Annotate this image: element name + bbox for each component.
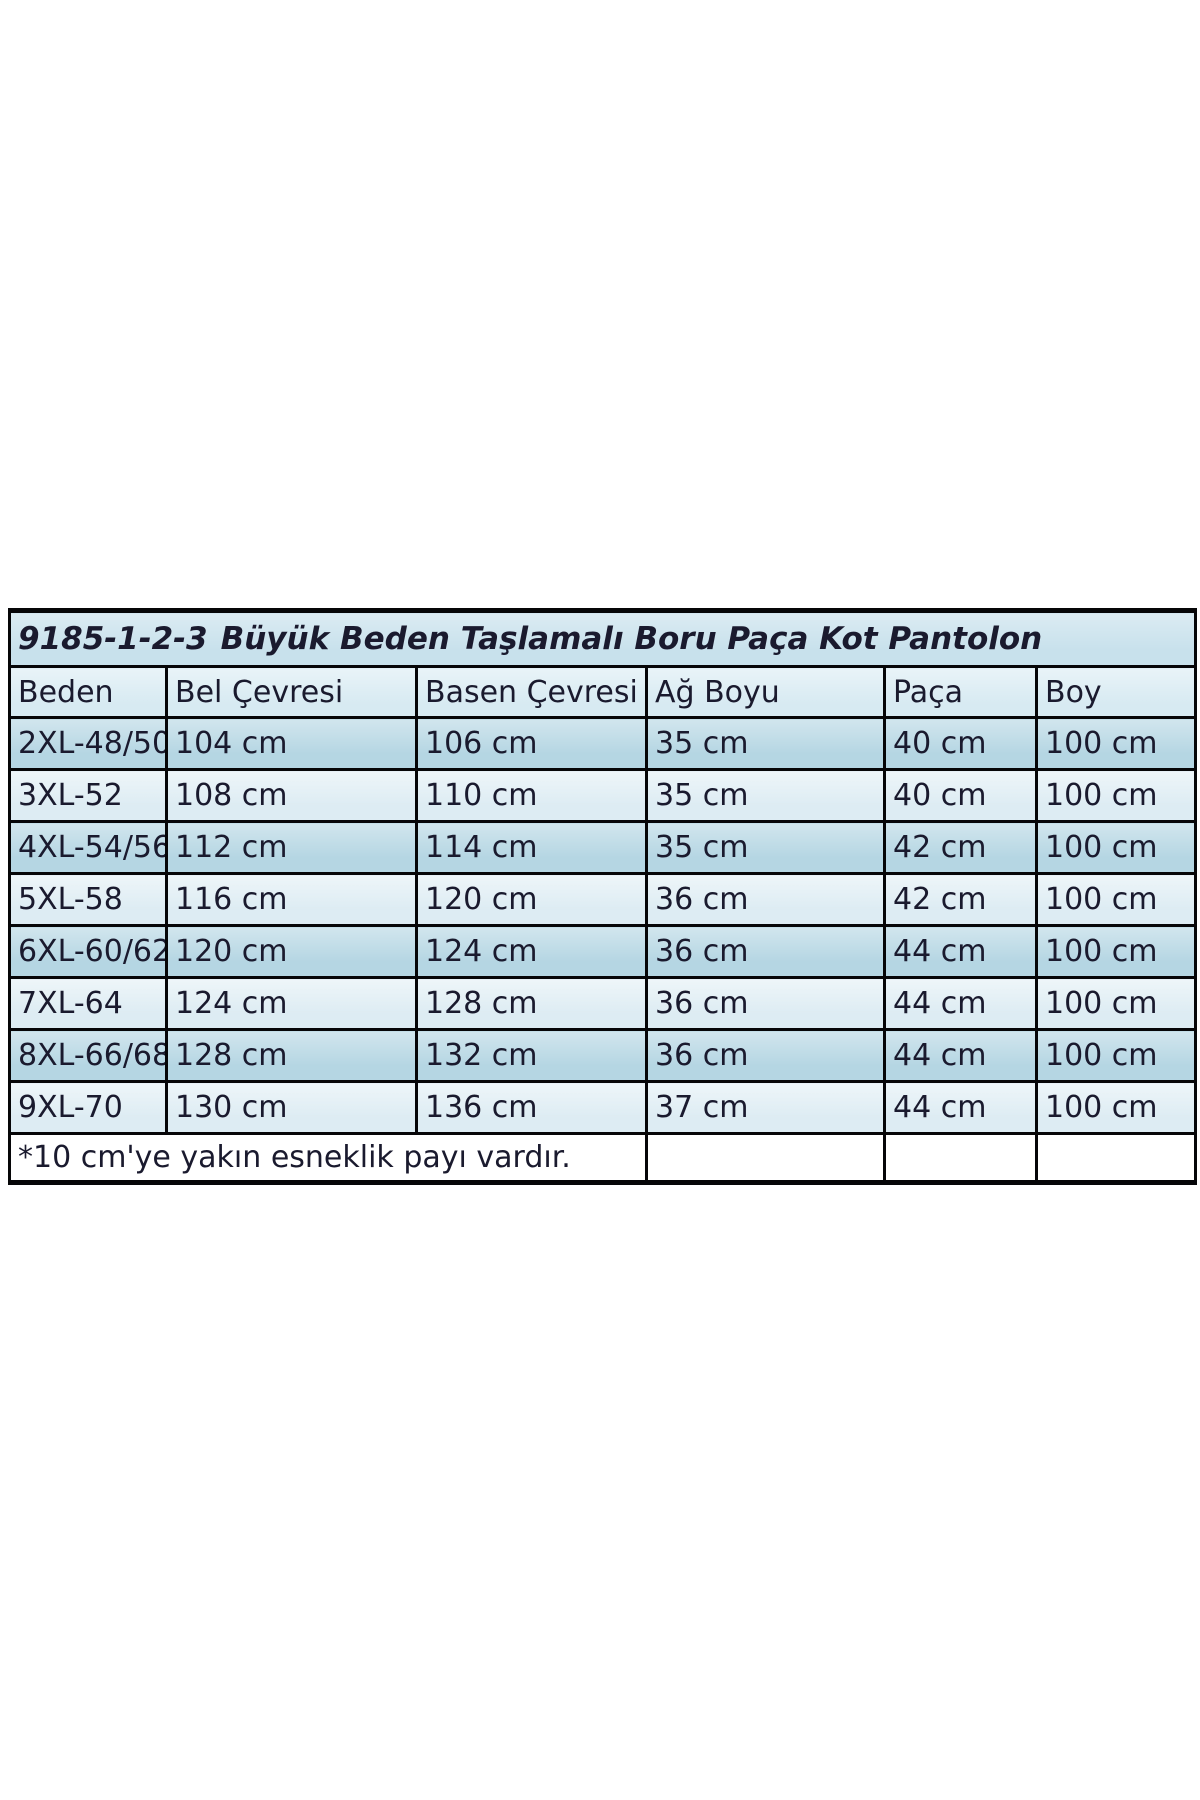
- cell-paca: 40 cm: [883, 716, 1038, 771]
- cell-boy: 100 cm: [1035, 820, 1197, 875]
- footnote-empty-cell: [883, 1132, 1038, 1185]
- cell-paca: 42 cm: [883, 820, 1038, 875]
- cell-basen-cevresi: 124 cm: [415, 924, 648, 979]
- cell-beden: 2XL-48/50: [8, 716, 168, 771]
- cell-boy: 100 cm: [1035, 872, 1197, 927]
- cell-bel-cevresi: 112 cm: [165, 820, 418, 875]
- size-row-3XL-52: 3XL-52 108 cm 110 cm 35 cm 40 cm 100 cm: [8, 768, 1197, 823]
- cell-ag-boyu: 36 cm: [645, 872, 886, 927]
- size-row-9XL-70: 9XL-70 130 cm 136 cm 37 cm 44 cm 100 cm: [8, 1080, 1197, 1135]
- size-row-6XL-60/62: 6XL-60/62 120 cm 124 cm 36 cm 44 cm 100 cm: [8, 924, 1197, 979]
- cell-basen-cevresi: 120 cm: [415, 872, 648, 927]
- column-header-paca: Paça: [883, 665, 1038, 719]
- cell-bel-cevresi: 120 cm: [165, 924, 418, 979]
- cell-basen-cevresi: 136 cm: [415, 1080, 648, 1135]
- cell-boy: 100 cm: [1035, 924, 1197, 979]
- cell-ag-boyu: 35 cm: [645, 716, 886, 771]
- size-row-2XL-48/50: 2XL-48/50 104 cm 106 cm 35 cm 40 cm 100 cm: [8, 716, 1197, 771]
- cell-beden: 9XL-70: [8, 1080, 168, 1135]
- size-row-5XL-58: 5XL-58 116 cm 120 cm 36 cm 42 cm 100 cm: [8, 872, 1197, 927]
- product-title: Büyük Beden Taşlamalı Boru Paça Kot Pant…: [220, 621, 1043, 657]
- size-row-7XL-64: 7XL-64 124 cm 128 cm 36 cm 44 cm 100 cm: [8, 976, 1197, 1031]
- cell-boy: 100 cm: [1035, 716, 1197, 771]
- cell-paca: 40 cm: [883, 768, 1038, 823]
- cell-paca: 44 cm: [883, 1080, 1038, 1135]
- footnote-empty-cell: [1035, 1132, 1197, 1185]
- cell-basen-cevresi: 110 cm: [415, 768, 648, 823]
- cell-bel-cevresi: 128 cm: [165, 1028, 418, 1083]
- cell-boy: 100 cm: [1035, 976, 1197, 1031]
- cell-paca: 44 cm: [883, 924, 1038, 979]
- cell-beden: 4XL-54/56: [8, 820, 168, 875]
- cell-basen-cevresi: 114 cm: [415, 820, 648, 875]
- column-header-boy: Boy: [1035, 665, 1197, 719]
- cell-beden: 5XL-58: [8, 872, 168, 927]
- cell-basen-cevresi: 132 cm: [415, 1028, 648, 1083]
- cell-ag-boyu: 37 cm: [645, 1080, 886, 1135]
- cell-boy: 100 cm: [1035, 1028, 1197, 1083]
- title-row: 9185-1-2-3 Büyük Beden Taşlamalı Boru Paç…: [8, 608, 1197, 668]
- cell-basen-cevresi: 106 cm: [415, 716, 648, 771]
- footnote-empty-cell: [645, 1132, 886, 1185]
- column-header-basen-cevresi: Basen Çevresi: [415, 665, 648, 719]
- cell-bel-cevresi: 104 cm: [165, 716, 418, 771]
- cell-ag-boyu: 35 cm: [645, 820, 886, 875]
- cell-ag-boyu: 36 cm: [645, 976, 886, 1031]
- cell-bel-cevresi: 124 cm: [165, 976, 418, 1031]
- cell-paca: 44 cm: [883, 976, 1038, 1031]
- cell-beden: 8XL-66/68: [8, 1028, 168, 1083]
- cell-bel-cevresi: 130 cm: [165, 1080, 418, 1135]
- cell-ag-boyu: 35 cm: [645, 768, 886, 823]
- product-code: 9185-1-2-3: [18, 621, 208, 657]
- cell-ag-boyu: 36 cm: [645, 924, 886, 979]
- footnote-row: *10 cm'ye yakın esneklik payı vardır.: [8, 1132, 1197, 1185]
- cell-paca: 44 cm: [883, 1028, 1038, 1083]
- cell-beden: 3XL-52: [8, 768, 168, 823]
- cell-bel-cevresi: 116 cm: [165, 872, 418, 927]
- table-title: 9185-1-2-3 Büyük Beden Taşlamalı Boru Paç…: [8, 608, 1197, 668]
- size-chart-table: 9185-1-2-3 Büyük Beden Taşlamalı Boru Paç…: [8, 608, 1197, 1185]
- cell-boy: 100 cm: [1035, 768, 1197, 823]
- cell-beden: 7XL-64: [8, 976, 168, 1031]
- cell-ag-boyu: 36 cm: [645, 1028, 886, 1083]
- footnote-text: *10 cm'ye yakın esneklik payı vardır.: [8, 1132, 648, 1185]
- cell-basen-cevresi: 128 cm: [415, 976, 648, 1031]
- column-header-row: Beden Bel Çevresi Basen Çevresi Ağ Boyu Paça…: [8, 665, 1197, 719]
- size-row-4XL-54/56: 4XL-54/56 112 cm 114 cm 35 cm 42 cm 100 cm: [8, 820, 1197, 875]
- cell-boy: 100 cm: [1035, 1080, 1197, 1135]
- cell-beden: 6XL-60/62: [8, 924, 168, 979]
- cell-paca: 42 cm: [883, 872, 1038, 927]
- size-row-8XL-66/68: 8XL-66/68 128 cm 132 cm 36 cm 44 cm 100 cm: [8, 1028, 1197, 1083]
- column-header-ag-boyu: Ağ Boyu: [645, 665, 886, 719]
- column-header-bel-cevresi: Bel Çevresi: [165, 665, 418, 719]
- cell-bel-cevresi: 108 cm: [165, 768, 418, 823]
- column-header-beden: Beden: [8, 665, 168, 719]
